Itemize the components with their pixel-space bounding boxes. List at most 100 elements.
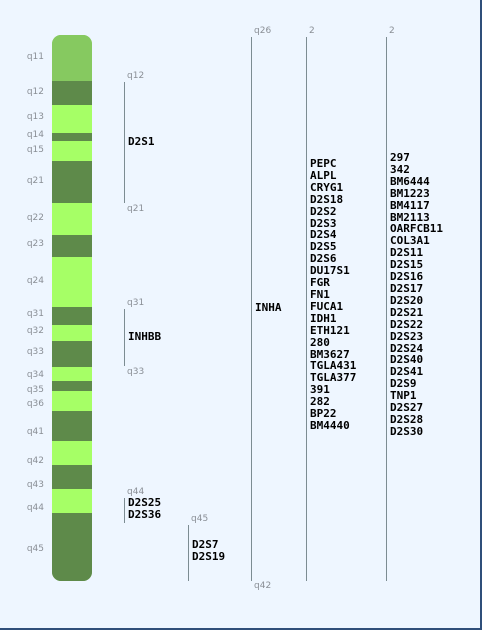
band-q14 [52,133,92,141]
gene-name: D2S3 [310,216,337,230]
gene-name: BM2113 [390,210,430,224]
gene-name: D2S40 [390,353,424,367]
band-q22 [52,203,92,235]
band-label: q45 [26,544,44,554]
band-label: q22 [26,213,44,223]
band-q43 [52,465,92,489]
gene-name: D2S9 [390,377,417,391]
gene-name: D2S25 [128,496,162,509]
band-q42 [52,441,92,465]
band-q34 [52,367,92,381]
locus-line-inhbb [124,309,125,366]
gene-name: D2S21 [390,305,424,319]
gene-name: D2S2 [310,204,337,218]
locus-start-label: q45 [191,514,209,524]
gene-name: PEPC [310,157,337,170]
gene-name: D2S27 [390,401,424,415]
gene-name: INHA [255,301,282,314]
gene-name: D2S23 [390,329,424,343]
gene-name: D2S16 [390,270,424,284]
band-label: q43 [26,480,44,490]
locus-line-q45 [188,525,189,581]
gene-name: INHBB [128,330,162,343]
locus-start-label: 2 [309,26,315,36]
gene-name: D2S41 [390,365,424,379]
gene-name: D2S7 [192,538,219,551]
band-q41 [52,411,92,441]
gene-name: D2S6 [310,252,337,266]
gene-name: D2S18 [310,192,344,206]
band-label: q24 [26,276,44,286]
band-q32 [52,325,92,341]
band-q31 [52,307,92,325]
gene-list-col2: PEPC ALPL CRYG1 D2S18 D2S2 D2S3 D2S4 D2S5 D2S6 DU… [310,158,356,432]
gene-name: D2S22 [390,317,424,331]
gene-name: BM4117 [390,198,430,212]
band-q44 [52,489,92,513]
gene-name: D2S15 [390,258,424,272]
band-label: q41 [26,427,44,437]
band-q15 [52,141,92,161]
gene-name: FN1 [310,287,330,301]
chromosome-ideogram [52,35,92,581]
gene-name: 282 [310,395,330,409]
locus-start-label: 2 [389,26,395,36]
locus-line-col3 [386,37,387,581]
band-label: q11 [26,52,44,62]
gene-name: 342 [390,162,410,176]
gene-name: D2S20 [390,293,424,307]
locus-start-label: q44 [127,487,145,497]
gene-name: BM3627 [310,347,350,361]
band-q36 [52,391,92,411]
gene-name: D2S36 [128,507,162,521]
locus-start-label: q26 [254,26,272,36]
gene-name: D2S30 [390,424,424,438]
band-label: q34 [26,370,44,380]
band-label: q12 [26,87,44,97]
gene-name: BM1223 [390,186,430,200]
band-q35 [52,381,92,391]
locus-line-inha [251,37,252,581]
gene-name: D2S5 [310,240,337,254]
gene-name: CRYG1 [310,180,344,194]
band-label: q36 [26,399,44,409]
gene-name: TNP1 [390,389,417,403]
band-label: q23 [26,239,44,249]
gene-name: ALPL [310,168,337,182]
gene-name: TGLA377 [310,371,357,385]
gene-name: IDH1 [310,311,337,325]
locus-end-label: q42 [254,581,272,591]
gene-name: TGLA431 [310,359,357,373]
gene-label-d2s1: D2S1 [128,136,155,148]
gene-label-inhbb: INHBB [128,331,161,343]
band-q45 [52,513,92,581]
gene-name: D2S1 [128,135,155,148]
gene-list-q45: D2S7 D2S19 [192,539,225,563]
gene-name: 297 [390,151,410,164]
gene-name: D2S19 [192,549,226,563]
gene-list-q44: D2S25 D2S36 [128,497,161,521]
gene-name: D2S11 [390,246,424,260]
gene-name: D2S17 [390,281,424,295]
band-q24 [52,257,92,307]
locus-end-label: q33 [127,367,145,377]
locus-start-label: q31 [127,298,145,308]
gene-label-inha: INHA [255,302,282,314]
band-label: q15 [26,145,44,155]
band-label: q44 [26,503,44,513]
gene-name: ETH121 [310,323,350,337]
band-label: q33 [26,347,44,357]
band-label: q31 [26,309,44,319]
gene-name: DU17S1 [310,264,350,278]
gene-name: 391 [310,383,330,397]
gene-name: BM6444 [390,174,430,188]
band-q23 [52,235,92,257]
gene-name: 280 [310,335,330,349]
band-q12 [52,81,92,105]
band-label: q42 [26,456,44,466]
gene-name: OARFCB11 [390,222,443,236]
gene-name: D2S24 [390,341,424,355]
gene-list-col3: 297 342 BM6444 BM1223 BM4117 BM2113 OARFCB11 CO… [390,152,443,438]
band-q11 [52,35,92,81]
gene-name: COL3A1 [390,234,430,248]
